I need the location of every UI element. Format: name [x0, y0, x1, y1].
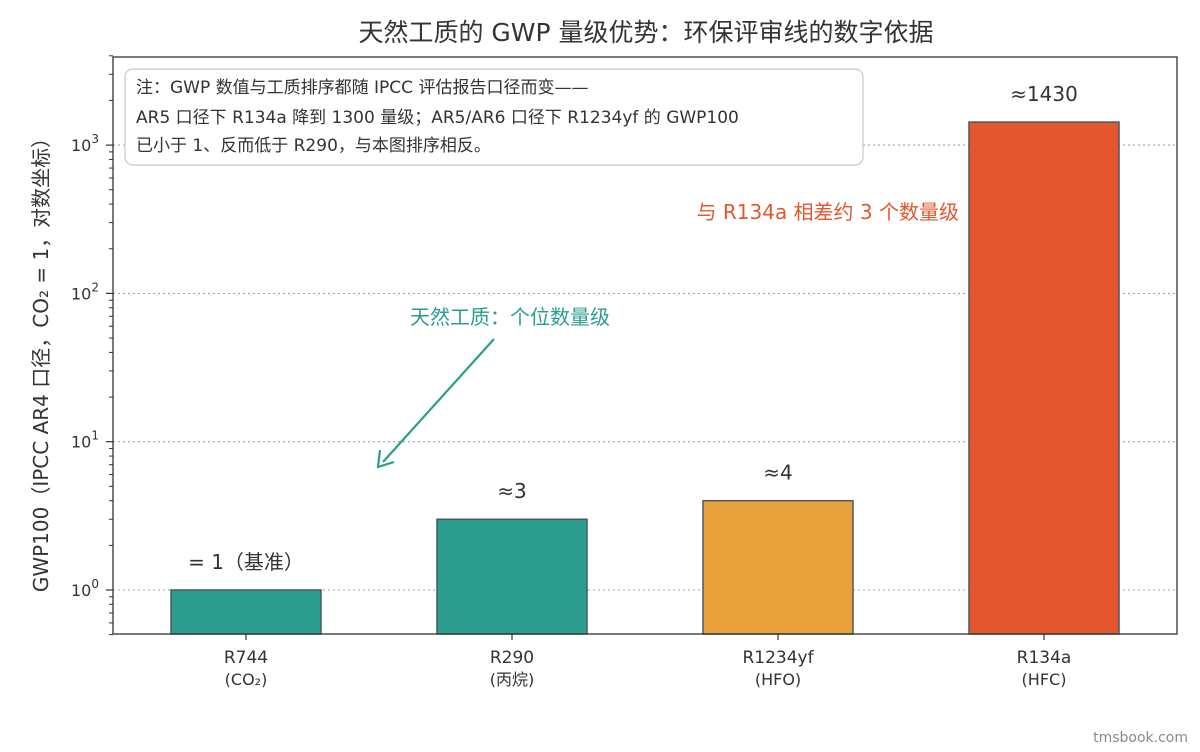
bar-value-label: = 1（基准）: [188, 550, 304, 574]
note-line-3: 已小于 1、反而低于 R290，与本图排序相反。: [136, 136, 491, 156]
x-tick-sublabel: (CO₂): [225, 670, 268, 689]
note-line-2: AR5 口径下 R134a 降到 1300 量级；AR5/AR6 口径下 R12…: [136, 108, 739, 128]
bar-r134a: [968, 121, 1120, 635]
y-axis-ticks: 100 101 102 103: [71, 55, 113, 636]
bars: = 1（基准） ≈3 ≈4 ≈1430: [170, 82, 1120, 635]
bar-r744: [170, 589, 322, 635]
y-tick-label: 103: [71, 132, 99, 155]
x-tick-label: R290: [490, 648, 534, 668]
bar-value-label: ≈1430: [1010, 82, 1078, 106]
bar-r1234yf: [702, 499, 854, 635]
x-axis-labels: R744 (CO₂) R290 (丙烷) R1234yf (HFO) R134a (HFC): [224, 634, 1071, 689]
x-tick-sublabel: (HFC): [1022, 670, 1067, 689]
x-tick-label: R134a: [1017, 648, 1072, 668]
y-tick-label: 102: [71, 280, 99, 303]
y-tick-label: 100: [71, 577, 99, 600]
y-tick-label: 101: [71, 429, 99, 452]
bar-r290: [436, 518, 588, 635]
note-box: [124, 68, 864, 166]
bar-value-label: ≈3: [497, 479, 526, 503]
bar-value-label: ≈4: [763, 461, 792, 485]
chart-title: 天然工质的 GWP 量级优势：环保评审线的数字依据: [358, 18, 933, 47]
x-tick-label: R744: [224, 648, 268, 668]
note-line-1: 注：GWP 数值与工质排序都随 IPCC 评估报告口径而变——: [136, 78, 588, 98]
watermark: tmsbook.com: [1093, 730, 1188, 746]
x-tick-sublabel: (HFO): [755, 670, 801, 689]
plot-frame: [112, 56, 1178, 635]
annotation-arrow: [376, 338, 495, 469]
natural-refrigerant-annotation: 天然工质：个位数量级: [410, 305, 610, 329]
r134a-gap-annotation: 与 R134a 相差约 3 个数量级: [697, 200, 959, 224]
x-tick-sublabel: (丙烷): [490, 670, 535, 689]
x-tick-label: R1234yf: [742, 648, 814, 668]
y-axis-label: GWP100（IPCC AR4 口径，CO₂ = 1，对数坐标）: [29, 128, 53, 592]
